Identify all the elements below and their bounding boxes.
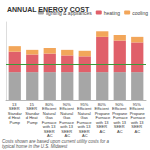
svg-text:AC: AC (99, 129, 105, 134)
svg-text:Furnace: Furnace (76, 119, 93, 125)
svg-text:Natural: Natural (42, 110, 57, 116)
svg-text:AC: AC (117, 129, 123, 134)
svg-text:Furnace: Furnace (111, 115, 128, 121)
svg-text:SEER: SEER (43, 128, 56, 134)
svg-text:with 13: with 13 (77, 124, 92, 130)
svg-text:Efficient: Efficient (94, 106, 110, 112)
svg-text:Efficient: Efficient (59, 106, 75, 112)
svg-text:AC: AC (134, 129, 140, 134)
svg-text:SEER: SEER (113, 124, 126, 130)
svg-text:Pump: Pump (27, 120, 38, 125)
svg-text:ANNUAL ENERGY COST: ANNUAL ENERGY COST (7, 6, 90, 13)
svg-text:Costs shown are based upon cur: Costs shown are based upon current utili… (2, 139, 111, 144)
svg-text:Efficient: Efficient (112, 106, 128, 112)
svg-text:AC: AC (47, 133, 53, 138)
svg-text:Pump: Pump (10, 120, 21, 125)
svg-text:Gas: Gas (45, 115, 54, 121)
svg-text:80%: 80% (45, 101, 55, 107)
svg-text:with 13: with 13 (129, 119, 145, 125)
svg-text:heating: heating (104, 10, 121, 16)
svg-text:d Heat: d Heat (25, 115, 39, 121)
svg-text:Propane: Propane (112, 110, 128, 116)
svg-text:with 13: with 13 (94, 119, 110, 125)
svg-text:d Heat: d Heat (8, 115, 22, 121)
svg-text:Propane: Propane (129, 110, 145, 116)
svg-text:Gas: Gas (63, 115, 72, 121)
svg-text:Propane: Propane (94, 110, 110, 116)
svg-text:95%: 95% (80, 101, 90, 107)
svg-text:Furnace: Furnace (129, 115, 146, 121)
svg-text:Standar: Standar (25, 110, 40, 116)
svg-text:with 13: with 13 (112, 119, 128, 125)
svg-text:90%: 90% (62, 101, 72, 107)
svg-text:Gas: Gas (80, 115, 89, 121)
svg-text:Furnace: Furnace (41, 119, 58, 125)
svg-text:Natural: Natural (77, 110, 92, 116)
svg-text:Efficient: Efficient (42, 106, 58, 112)
svg-text:typical home in the U.S. Midwe: typical home in the U.S. Midwest (2, 144, 68, 149)
svg-text:Furnace: Furnace (94, 115, 111, 121)
svg-text:SEER: SEER (61, 128, 74, 134)
svg-text:Standar: Standar (7, 110, 22, 116)
svg-text:cooling: cooling (132, 10, 148, 16)
svg-text:SEER: SEER (78, 128, 91, 134)
svg-text:SEER: SEER (96, 124, 109, 130)
svg-text:SEER: SEER (8, 106, 21, 112)
svg-text:Furnace: Furnace (59, 119, 76, 125)
svg-text:Efficient: Efficient (77, 106, 93, 112)
svg-text:90%: 90% (115, 101, 125, 107)
svg-text:80%: 80% (97, 101, 107, 107)
svg-text:Natural: Natural (60, 110, 75, 116)
svg-text:AC: AC (64, 133, 70, 138)
svg-text:13: 13 (12, 101, 18, 107)
svg-text:SEER: SEER (26, 106, 39, 112)
svg-text:95%: 95% (132, 101, 142, 107)
svg-text:AC: AC (82, 133, 88, 138)
svg-text:Efficient: Efficient (129, 106, 145, 112)
svg-text:15: 15 (29, 101, 35, 107)
svg-text:with 13: with 13 (60, 124, 75, 130)
svg-text:SEER: SEER (131, 124, 144, 130)
svg-text:with 13: with 13 (42, 124, 57, 130)
